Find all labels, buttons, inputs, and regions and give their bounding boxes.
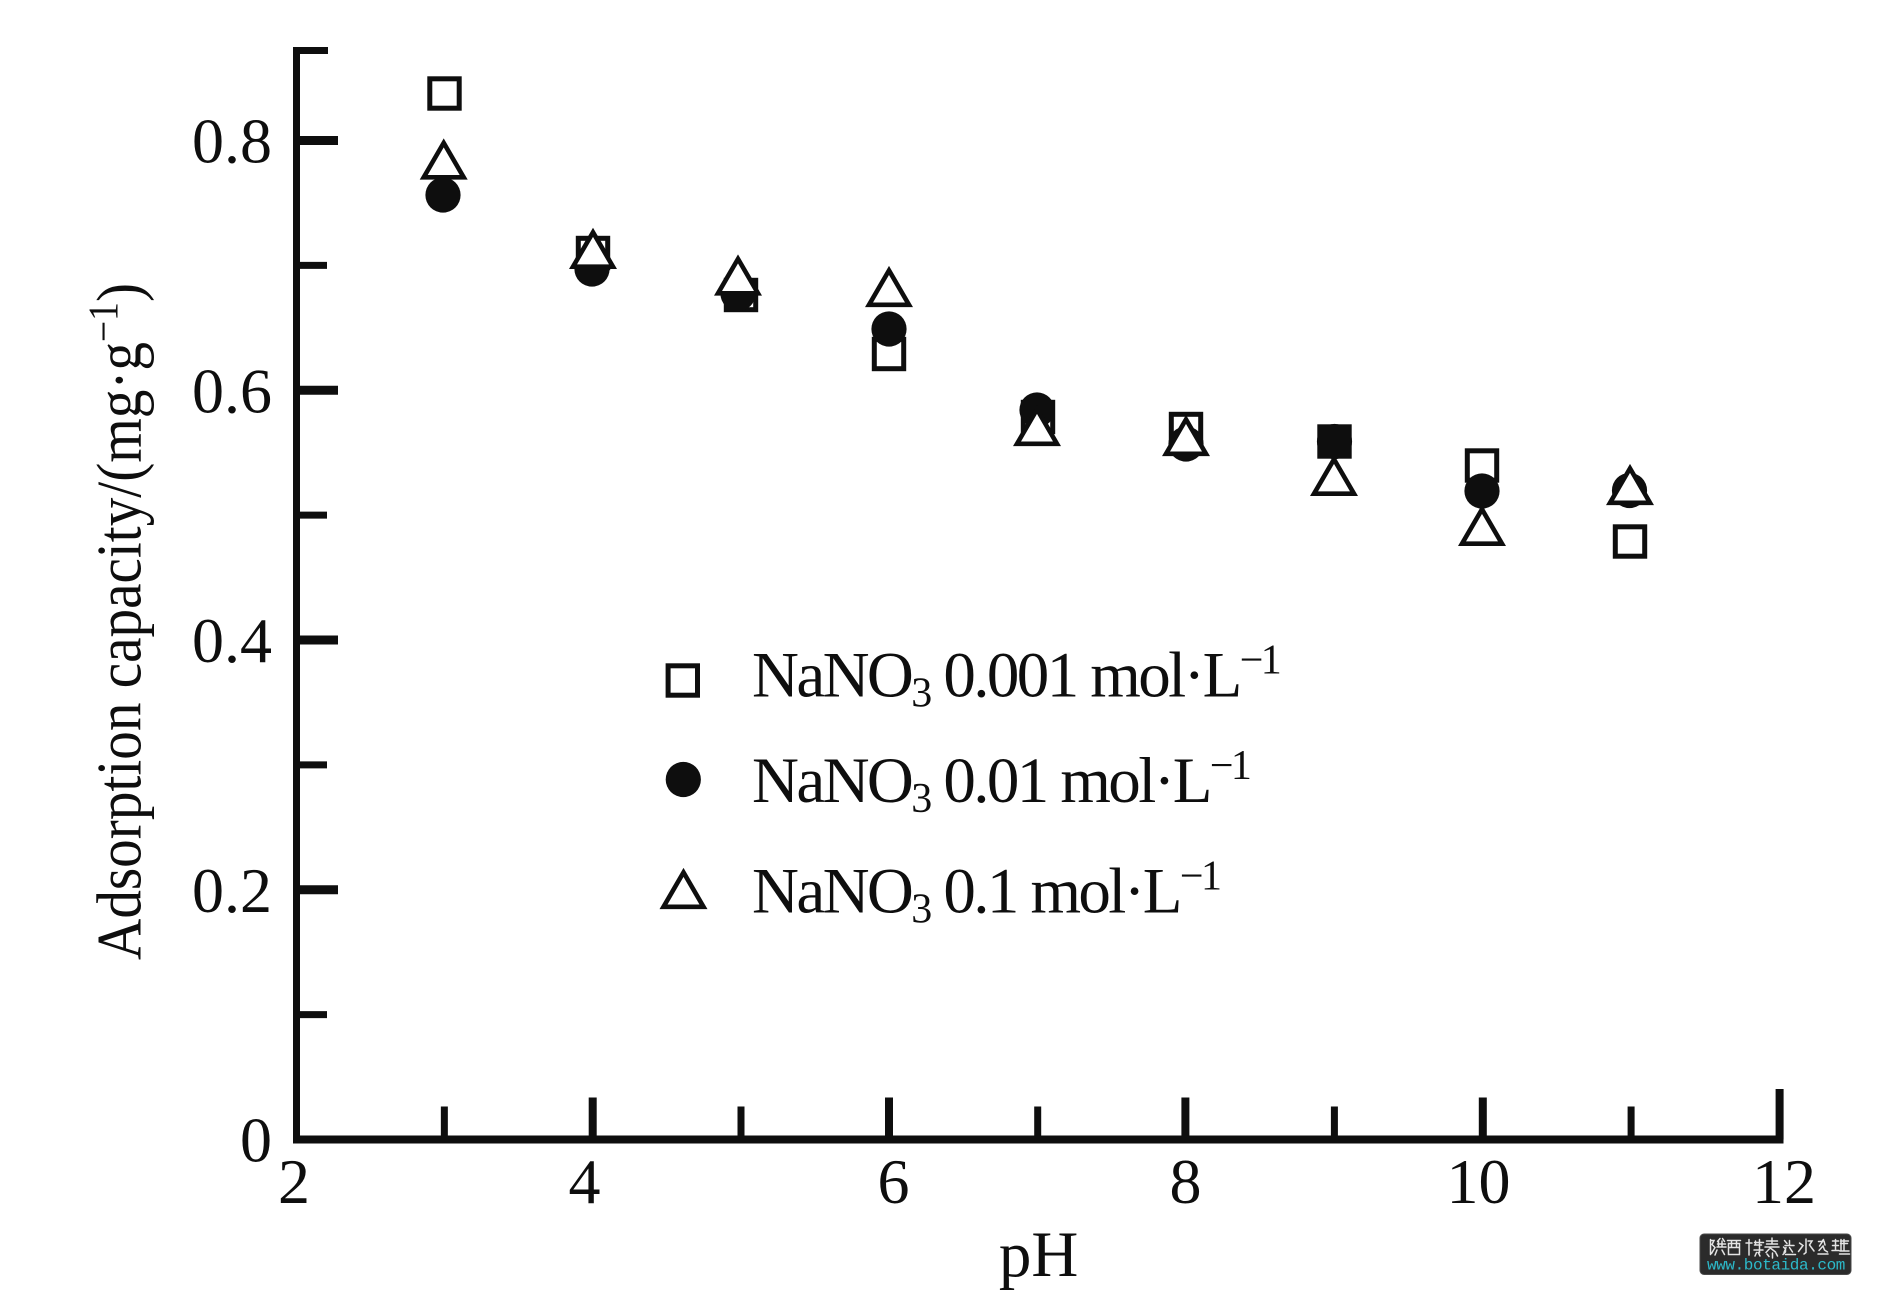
svg-text:12: 12	[1752, 1146, 1816, 1217]
svg-text:Adsorption capacity/(mg·g−1): Adsorption capacity/(mg·g−1)	[82, 283, 155, 960]
svg-text:NaNO3 0.1 mol·L−1: NaNO3 0.1 mol·L−1	[752, 854, 1220, 933]
svg-text:4: 4	[569, 1146, 601, 1217]
svg-text:0.8: 0.8	[192, 106, 272, 177]
svg-text:0.4: 0.4	[192, 605, 272, 676]
svg-text:0: 0	[240, 1105, 272, 1176]
svg-text:www.botaida.com: www.botaida.com	[1707, 1257, 1845, 1275]
svg-text:NaNO3 0.001 mol·L−1: NaNO3 0.001 mol·L−1	[752, 638, 1280, 717]
svg-text:pH: pH	[999, 1219, 1078, 1291]
svg-text:8: 8	[1170, 1146, 1202, 1217]
svg-text:0.6: 0.6	[192, 355, 272, 426]
svg-text:0.2: 0.2	[192, 855, 272, 926]
svg-text:6: 6	[878, 1146, 910, 1217]
svg-text:NaNO3 0.01 mol·L−1: NaNO3 0.01 mol·L−1	[752, 743, 1250, 822]
svg-text:10: 10	[1447, 1146, 1511, 1217]
svg-text:2: 2	[278, 1146, 310, 1217]
